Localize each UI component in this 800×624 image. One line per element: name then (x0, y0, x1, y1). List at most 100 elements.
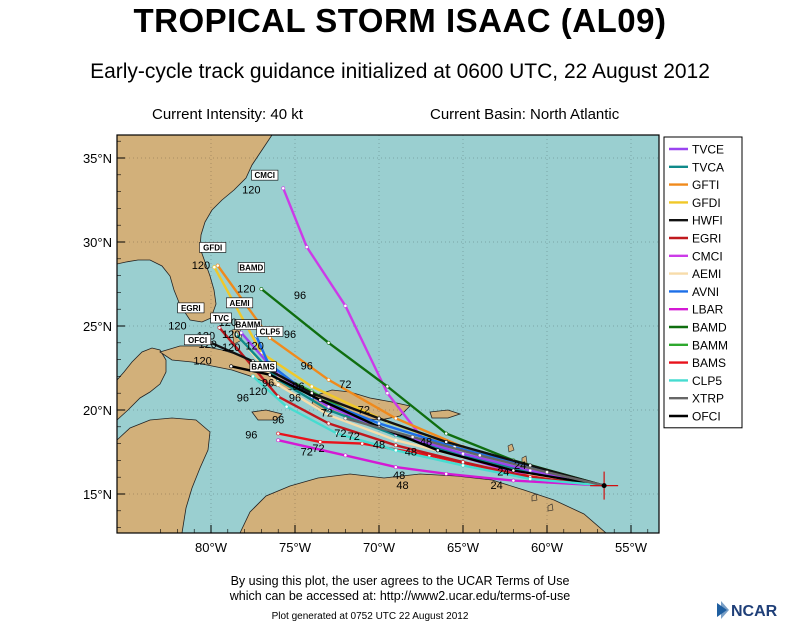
model-label-box (184, 334, 212, 346)
model-label: BAMD (239, 264, 263, 273)
forecast-hour-labels: 96120CMCI4872967296BAMM7296120BAMD729612… (168, 169, 619, 500)
forecast-hour-label: 72 (334, 428, 346, 440)
model-label-box (199, 242, 227, 253)
forecast-hour-label: 120 (193, 356, 211, 368)
forecast-hour-label: 120 (237, 283, 255, 295)
legend-label-gfti: GFTI (692, 178, 719, 192)
model-label: CMCI (255, 171, 275, 180)
forecast-hour-label: 96 (284, 329, 296, 341)
track-point (326, 340, 331, 345)
model-label-box (251, 169, 279, 181)
legend-label-gfdi: GFDI (692, 196, 721, 210)
plot-frame (116, 134, 660, 534)
track-point (511, 468, 516, 473)
forecast-hour-label: 120 (249, 386, 267, 398)
model-label-box (237, 262, 265, 273)
plot-generated-note: Plot generated at 0752 UTC 22 August 201… (271, 611, 469, 622)
legend-label-tvca: TVCA (692, 160, 724, 174)
track-point (461, 451, 465, 456)
track-point (393, 416, 398, 421)
model-label: EGRI (181, 304, 201, 313)
lat-tick-label: 35°N (83, 151, 112, 166)
track-point (545, 470, 549, 475)
track-point (259, 287, 264, 291)
lon-tick-label: 75°W (279, 540, 312, 555)
track-point (528, 476, 533, 481)
model-label-box (210, 312, 232, 324)
model-label: OFCI (188, 336, 207, 345)
lat-tick-label: 15°N (83, 487, 112, 502)
forecast-hour-label: 48 (405, 446, 417, 458)
forecast-hour-label: 96 (301, 361, 313, 373)
terms-line-2: which can be accessed at: http://www2.uc… (229, 589, 571, 603)
us-mainland (117, 135, 273, 323)
track-point (229, 364, 234, 369)
forecast-hour-label: 48 (396, 480, 408, 492)
track-point (276, 382, 281, 387)
yucatan-central-america (117, 347, 167, 421)
model-label: AEMI (230, 299, 250, 308)
honduras-nicaragua (117, 417, 211, 533)
model-label: CLP5 (260, 327, 281, 336)
page-title: TROPICAL STORM ISAAC (AL09) (133, 2, 667, 39)
track-point (377, 421, 381, 426)
lat-tick-label: 25°N (83, 319, 112, 334)
forecast-hour-label: 96 (289, 393, 301, 405)
track-point (393, 443, 398, 448)
legend-label-hwfi: HWFI (692, 214, 723, 228)
track-point (335, 431, 339, 436)
forecast-hour-label: 120 (192, 260, 210, 272)
track-point (251, 374, 255, 379)
model-label-box (226, 297, 254, 309)
legend-label-egri: EGRI (692, 232, 721, 246)
track-point (444, 471, 449, 476)
legend-label-aemi: AEMI (692, 267, 721, 281)
forecast-hour-label: 72 (348, 431, 360, 443)
legend-label-ofci: OFCI (692, 410, 721, 424)
legend-label-bams: BAMS (692, 356, 726, 370)
forecast-hour-label: 72 (321, 408, 333, 420)
track-point (435, 448, 440, 453)
track-point (326, 413, 331, 417)
legend-label-lbar: LBAR (692, 303, 724, 317)
forecast-hour-label: 96 (237, 393, 249, 405)
forecast-hour-label: 72 (312, 443, 324, 455)
track-point (212, 265, 217, 270)
track-point (234, 332, 239, 337)
track-point (444, 440, 449, 444)
track-point (385, 384, 390, 389)
forecast-hour-label: 24 (514, 460, 526, 472)
track-point (360, 441, 365, 446)
track-point (511, 478, 516, 483)
forecast-hour-label: 120 (222, 342, 240, 354)
track-point (284, 404, 289, 409)
track-point (343, 453, 348, 458)
track-point (239, 330, 244, 335)
model-label-box (177, 302, 205, 314)
track-point (393, 438, 398, 443)
lon-tick-label: 60°W (531, 540, 564, 555)
track-point (477, 453, 482, 458)
forecast-hour-label: 96 (245, 430, 257, 442)
forecast-hour-label: 72 (301, 446, 313, 458)
track-point (318, 440, 323, 444)
forecast-hour-label: 96 (262, 377, 274, 389)
forecast-hour-label: 96 (292, 381, 304, 393)
legend-label-cmci: CMCI (692, 249, 723, 263)
lon-tick-label: 55°W (615, 540, 648, 555)
model-label: BAMM (236, 321, 261, 330)
track-point (393, 448, 398, 453)
track-point (276, 431, 281, 436)
track-point (343, 416, 348, 421)
track-point (281, 186, 286, 191)
storm-position (601, 483, 607, 489)
lat-tick-label: 30°N (83, 235, 112, 250)
model-label-box (234, 319, 262, 330)
model-label-box (249, 361, 277, 372)
model-label-box (256, 326, 284, 337)
terms-line-1: By using this plot, the user agrees to t… (230, 574, 570, 588)
current-basin: Current Basin: North Atlantic (430, 106, 620, 123)
legend-label-xtrp: XTRP (692, 392, 724, 406)
track-point (217, 325, 222, 330)
